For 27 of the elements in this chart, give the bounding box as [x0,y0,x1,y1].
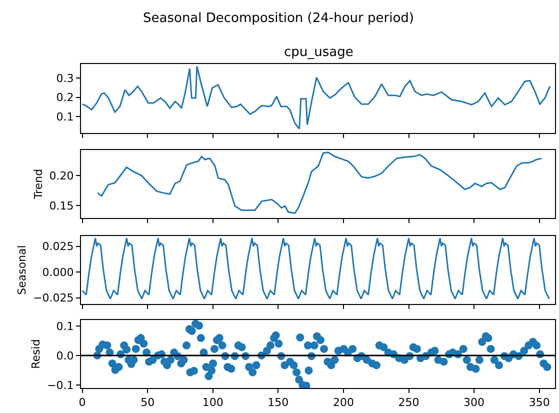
x-tick-label: 150 [268,396,289,410]
line-series [82,237,550,300]
chart-subtitle: cpu_usage [284,45,354,60]
y-axis-title: Resid [30,339,43,369]
line-series [82,66,551,130]
y-tick-label: −0.025 [33,292,74,305]
y-tick-label: 0.1 [56,110,74,124]
x-tick-label: 300 [464,396,485,410]
x-tick-label: 100 [202,396,224,410]
x-tick-label: 250 [398,396,420,410]
y-tick-label: 0.2 [56,91,74,104]
y-tick-label: 0.025 [42,240,74,254]
y-tick-label: 0.20 [49,170,74,182]
y-tick-label: 0.15 [49,199,74,212]
x-tick-label: 0 [78,396,86,410]
y-tick-label: 0.000 [42,266,74,279]
y-axis-title: Seasonal [16,245,29,295]
y-axis-title: Trend [32,168,45,200]
x-tick-label: 200 [332,396,354,410]
y-tick-label: 0.0 [56,349,74,362]
line-series [96,152,542,214]
y-tick-label: −0.1 [47,378,74,392]
x-tick-label: 50 [140,396,155,410]
x-tick-label: 350 [528,396,550,410]
chart-title: Seasonal Decomposition (24-hour period) [143,11,414,26]
y-tick-label: 0.3 [56,72,74,85]
y-tick-label: 0.1 [56,320,74,333]
